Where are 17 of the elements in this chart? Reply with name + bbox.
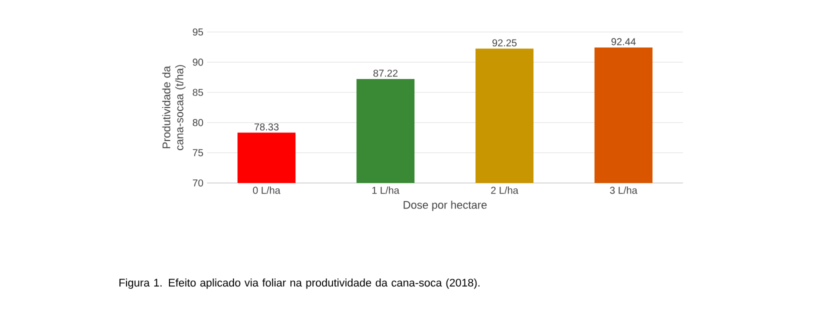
y-tick-label: 90 bbox=[192, 58, 204, 66]
data-label: 92.25 bbox=[492, 39, 517, 46]
x-tick-label: 2 L/ha bbox=[491, 186, 518, 194]
y-tick-label: 85 bbox=[192, 88, 204, 96]
x-tick-label: 1 L/ha bbox=[372, 186, 400, 194]
y-tick-label: 95 bbox=[192, 28, 204, 36]
y-tick-label: 75 bbox=[192, 149, 204, 156]
data-label: 78.33 bbox=[254, 123, 279, 130]
data-label: 87.22 bbox=[373, 70, 398, 77]
text: Figura 1. Efeito aplicado via foliar na produtividade da cana-soca (2018). bbox=[119, 278, 480, 289]
x-axis-title: Dose por hectare bbox=[404, 200, 487, 211]
data-label: 92.44 bbox=[611, 38, 636, 46]
y-tick-label: 80 bbox=[192, 119, 204, 126]
y-axis-title: Produtividade da cana-socaa (t/ha) bbox=[162, 65, 186, 150]
y-tick-label: 70 bbox=[192, 179, 204, 187]
x-tick-label: 3 L/ha bbox=[610, 186, 638, 194]
x-tick-label: 0 L/ha bbox=[253, 186, 280, 194]
